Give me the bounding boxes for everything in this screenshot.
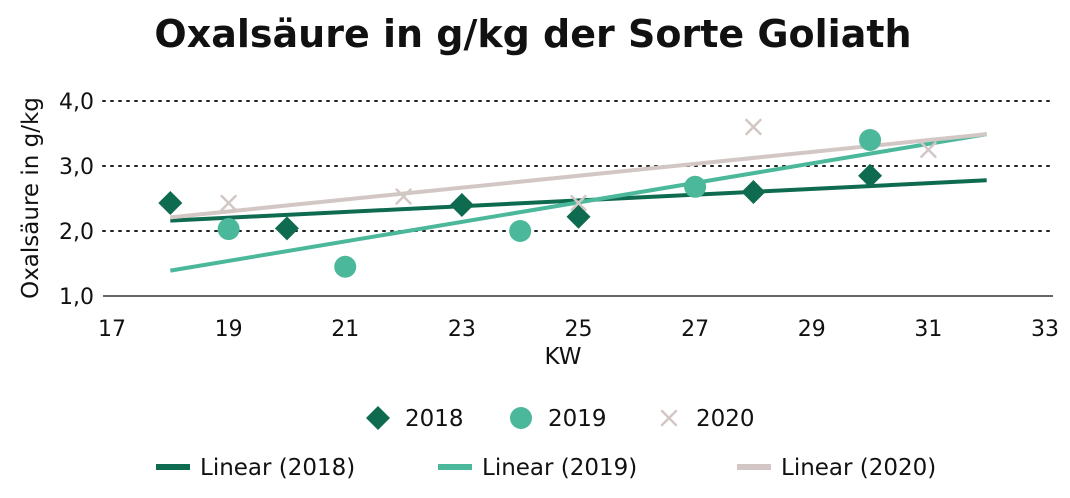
cross-stroke bbox=[570, 194, 587, 212]
data-point-2018 bbox=[858, 163, 883, 188]
data-point-2020 bbox=[570, 194, 587, 212]
data-point-2019 bbox=[684, 175, 707, 198]
legend-label: Linear (2020) bbox=[781, 455, 936, 481]
cross-stroke bbox=[920, 141, 937, 158]
cross-stroke bbox=[745, 118, 762, 136]
x-tick-label: 33 bbox=[1031, 317, 1059, 342]
data-point-2018 bbox=[449, 193, 474, 217]
data-point-2018 bbox=[274, 216, 299, 241]
y-axis-label: Oxalsäure in g/kg bbox=[18, 97, 44, 299]
x-tick-label: 27 bbox=[681, 317, 709, 342]
cross-stroke bbox=[395, 188, 412, 205]
legend: 2018 2019 2020 Linear (2018) Linear (2019) Li… bbox=[156, 406, 936, 481]
x-axis-ticks: 17 19 21 23 25 27 29 31 33 bbox=[98, 317, 1059, 342]
data-point-2020 bbox=[920, 141, 937, 158]
chart-title: Oxalsäure in g/kg der Sorte Goliath bbox=[154, 12, 911, 56]
legend-label: 2018 bbox=[405, 406, 464, 432]
y-tick-label: 2,0 bbox=[59, 220, 94, 245]
y-tick-label: 1,0 bbox=[59, 285, 94, 310]
legend-label: 2020 bbox=[696, 406, 755, 432]
data-point-2019 bbox=[509, 220, 532, 242]
data-point-2020 bbox=[395, 188, 412, 205]
legend-marker-2019 bbox=[510, 407, 532, 429]
y-axis-ticks: 1,0 2,0 3,0 4,0 bbox=[59, 90, 94, 310]
x-tick-label: 25 bbox=[565, 317, 593, 342]
x-tick-label: 31 bbox=[914, 317, 942, 342]
data-point-2020 bbox=[220, 194, 237, 212]
data-point-2019 bbox=[334, 255, 357, 278]
data-point-2018 bbox=[741, 180, 766, 204]
data-point-2019 bbox=[217, 218, 240, 241]
y-tick-label: 3,0 bbox=[59, 155, 94, 180]
legend-marker-2020 bbox=[660, 409, 678, 427]
x-tick-label: 17 bbox=[98, 317, 126, 342]
trendline bbox=[170, 132, 987, 220]
data-point-2018 bbox=[158, 191, 183, 216]
data-point-2019 bbox=[859, 129, 882, 151]
data-points bbox=[158, 118, 937, 278]
legend-label: Linear (2019) bbox=[482, 455, 637, 481]
x-tick-label: 19 bbox=[215, 317, 243, 342]
data-point-2018 bbox=[566, 204, 591, 229]
x-tick-label: 29 bbox=[798, 317, 826, 342]
cross-stroke bbox=[220, 194, 237, 212]
legend-label: Linear (2018) bbox=[200, 455, 355, 481]
legend-label: 2019 bbox=[548, 406, 607, 432]
legend-marker-2018 bbox=[366, 406, 390, 430]
x-axis-label: KW bbox=[544, 344, 581, 370]
x-tick-label: 21 bbox=[331, 317, 359, 342]
cross-stroke bbox=[660, 409, 678, 427]
data-point-2020 bbox=[745, 118, 762, 136]
y-tick-label: 4,0 bbox=[59, 90, 94, 115]
x-tick-label: 23 bbox=[448, 317, 476, 342]
gridlines bbox=[102, 100, 1054, 232]
